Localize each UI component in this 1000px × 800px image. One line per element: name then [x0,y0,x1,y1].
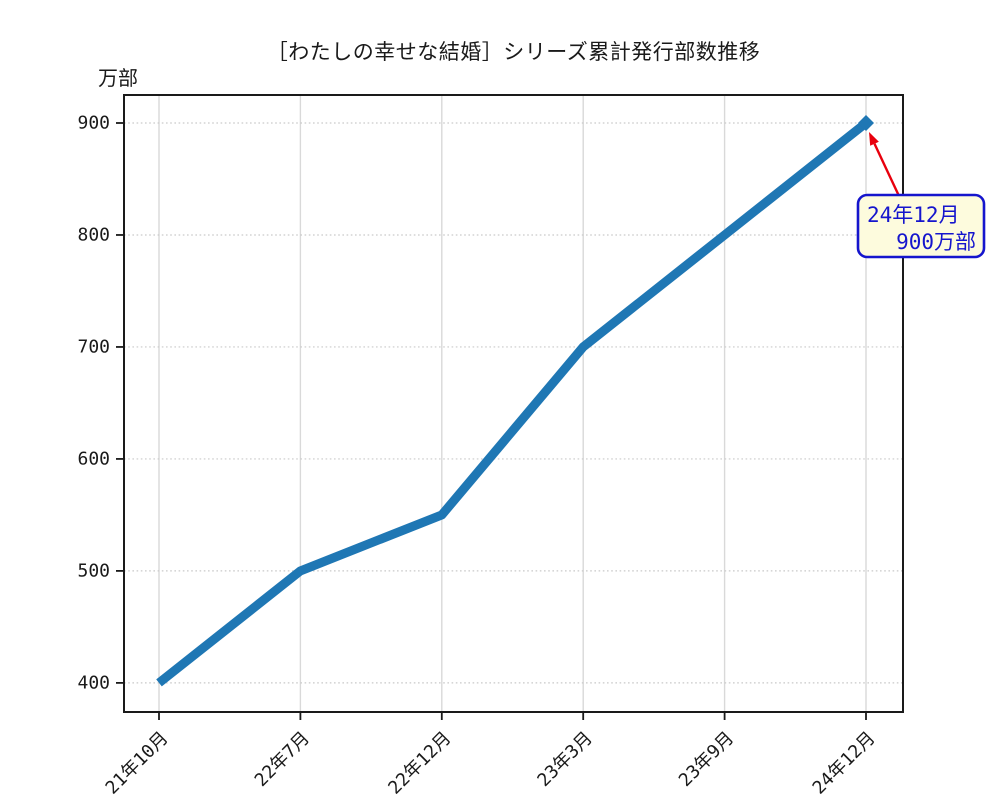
annotation-text-line1: 24年12月 [867,203,960,227]
y-axis-unit-label: 万部 [98,66,138,90]
x-tick-label: 24年12月 [809,728,880,799]
x-tick-label: 23年3月 [533,728,596,791]
x-tick-label: 22年12月 [384,728,455,799]
y-tick-label: 500 [77,560,110,581]
y-tick-label: 400 [77,672,110,693]
x-tick-label: 21年10月 [102,728,173,799]
y-tick-label: 700 [77,336,110,357]
x-tick-label: 23年9月 [675,728,738,791]
y-tick-label: 900 [77,112,110,133]
plot-frame [123,94,904,713]
chart-title: ［わたしの幸せな結婚］シリーズ累計発行部数推移 [266,40,761,64]
y-tick-label: 600 [77,448,110,469]
annotation-box [856,193,986,259]
annotation-text-line2: 900万部 [896,230,976,254]
annotation-arrow-head [869,131,879,146]
series-line [156,119,869,687]
last-point-marker [858,114,874,131]
y-tick-label: 800 [77,224,110,245]
annotation-arrow-shaft [873,143,901,197]
x-tick-label: 22年7月 [251,728,314,791]
